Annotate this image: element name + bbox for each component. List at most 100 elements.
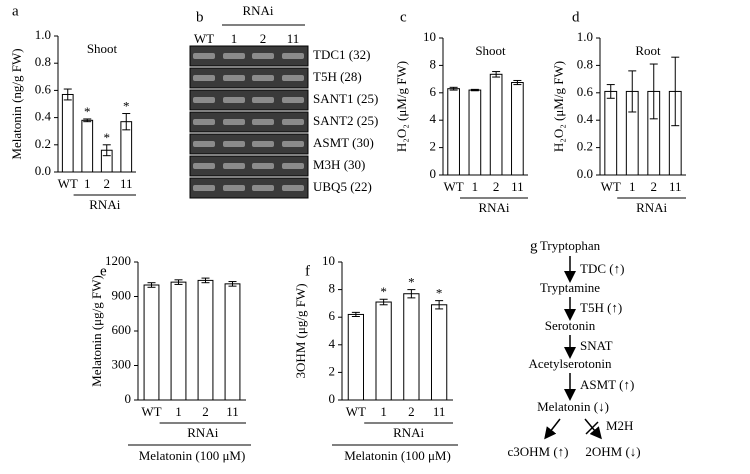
gel-band — [193, 97, 215, 103]
y-tick-label: 0 — [430, 166, 437, 181]
y-tick-label: 6 — [430, 84, 437, 99]
bar — [375, 301, 392, 401]
gel-band — [223, 141, 245, 147]
y-tick-label: 1.0 — [577, 29, 593, 44]
x-tick-label: 1 — [84, 176, 91, 191]
gel-band — [252, 53, 274, 59]
gel-band — [252, 163, 274, 169]
gel-band — [252, 185, 274, 191]
bar — [604, 90, 618, 176]
x-tick-label: WT — [346, 404, 366, 419]
node: 2OHM (↓) — [585, 444, 640, 459]
x-tick-label: 11 — [669, 179, 682, 194]
significance-mark: * — [380, 284, 387, 299]
y-tick-label: 1200 — [105, 253, 131, 268]
block-mark — [585, 421, 599, 435]
gene-label: ASMT (30) — [313, 135, 374, 150]
gel-band — [282, 75, 304, 81]
pathway: g Tryptophan Tryptamine Serotonin Acetyl… — [507, 238, 640, 459]
bar — [81, 119, 94, 173]
y-tick-label: 8 — [430, 56, 437, 71]
enzyme: SNAT — [580, 338, 613, 353]
y-axis-label: Melatonin (μg/g FW) — [89, 275, 104, 387]
y-tick-label: 0.2 — [577, 139, 593, 154]
x-tick-label: 11 — [226, 404, 239, 419]
gene-label: SANT1 (25) — [313, 91, 378, 106]
gel-band — [282, 185, 304, 191]
gel-band — [223, 163, 245, 169]
y-tick-label: 6 — [329, 308, 336, 323]
node: Tryptamine — [540, 280, 600, 295]
y-tick-label: 0.8 — [35, 54, 51, 69]
panel-label: b — [196, 9, 204, 25]
gel-band — [193, 75, 215, 81]
enzyme: T5H (↑) — [580, 300, 622, 315]
y-axis-label: H₂O₂ (μM/g FW) — [394, 61, 409, 152]
y-tick-label: 0.6 — [35, 81, 52, 96]
node: Tryptophan — [540, 238, 601, 253]
x-tick-label: WT — [601, 179, 621, 194]
y-tick-label: 600 — [112, 322, 132, 337]
bar — [489, 73, 503, 176]
bar — [511, 82, 524, 176]
gel-band — [252, 75, 274, 81]
bar — [197, 279, 214, 401]
x-tick-label: WT — [141, 404, 161, 419]
gel-band — [193, 141, 215, 147]
gel-band — [223, 97, 245, 103]
panel-label: e — [100, 263, 107, 279]
significance-mark: * — [123, 99, 130, 114]
x-tick-label: 11 — [511, 179, 524, 194]
gel-band — [193, 163, 215, 169]
y-tick-label: 0.4 — [35, 109, 52, 124]
gel-group-label: RNAi — [242, 3, 273, 18]
bar — [468, 89, 482, 176]
treatment-label: Melatonin (100 μM) — [139, 448, 246, 463]
panel-label: a — [12, 3, 19, 19]
treatment-label: Melatonin (100 μM) — [344, 448, 451, 463]
significance-mark: * — [436, 286, 443, 301]
gene-label: SANT2 (25) — [313, 113, 378, 128]
gel-band — [223, 53, 245, 59]
chart-title: Shoot — [87, 41, 118, 56]
chart-title: Root — [635, 43, 661, 58]
gene-label: TDC1 (32) — [313, 47, 370, 62]
y-tick-label: 1.0 — [35, 27, 51, 42]
gel-strip — [189, 155, 309, 177]
y-axis-label: Melatonin (ng/g FW) — [9, 48, 24, 159]
gel-band — [282, 141, 304, 147]
bar — [61, 93, 74, 173]
enzyme: M2H — [606, 418, 633, 433]
x-tick-label: 2 — [408, 404, 415, 419]
bar — [403, 293, 420, 401]
group-label: RNAi — [89, 197, 120, 212]
panel-label: c — [400, 9, 407, 25]
x-tick-label: 1 — [380, 404, 387, 419]
gel-band — [193, 53, 215, 59]
x-tick-label: 2 — [104, 176, 111, 191]
gel-band — [223, 75, 245, 81]
y-tick-label: 0 — [125, 391, 132, 406]
gene-label: UBQ5 (22) — [313, 179, 372, 194]
gel-band — [282, 163, 304, 169]
y-tick-label: 0 — [329, 391, 336, 406]
y-tick-label: 2 — [430, 139, 437, 154]
lane-label: 11 — [287, 31, 300, 46]
node: Acetylserotonin — [528, 356, 612, 371]
gel-band — [282, 97, 304, 103]
x-tick-label: WT — [444, 179, 464, 194]
gel-strip — [189, 111, 309, 133]
x-tick-label: 1 — [175, 404, 182, 419]
arrow — [544, 418, 561, 440]
node: c3OHM (↑) — [507, 444, 568, 459]
group-label: RNAi — [393, 425, 424, 440]
significance-mark: * — [104, 130, 111, 145]
y-tick-label: 300 — [112, 356, 132, 371]
y-tick-label: 0.2 — [35, 136, 51, 151]
bar — [224, 283, 241, 401]
x-tick-label: 1 — [629, 179, 636, 194]
gel-band — [223, 185, 245, 191]
x-tick-label: 2 — [651, 179, 658, 194]
enzyme: TDC (↑) — [580, 261, 624, 276]
bar — [430, 304, 448, 401]
